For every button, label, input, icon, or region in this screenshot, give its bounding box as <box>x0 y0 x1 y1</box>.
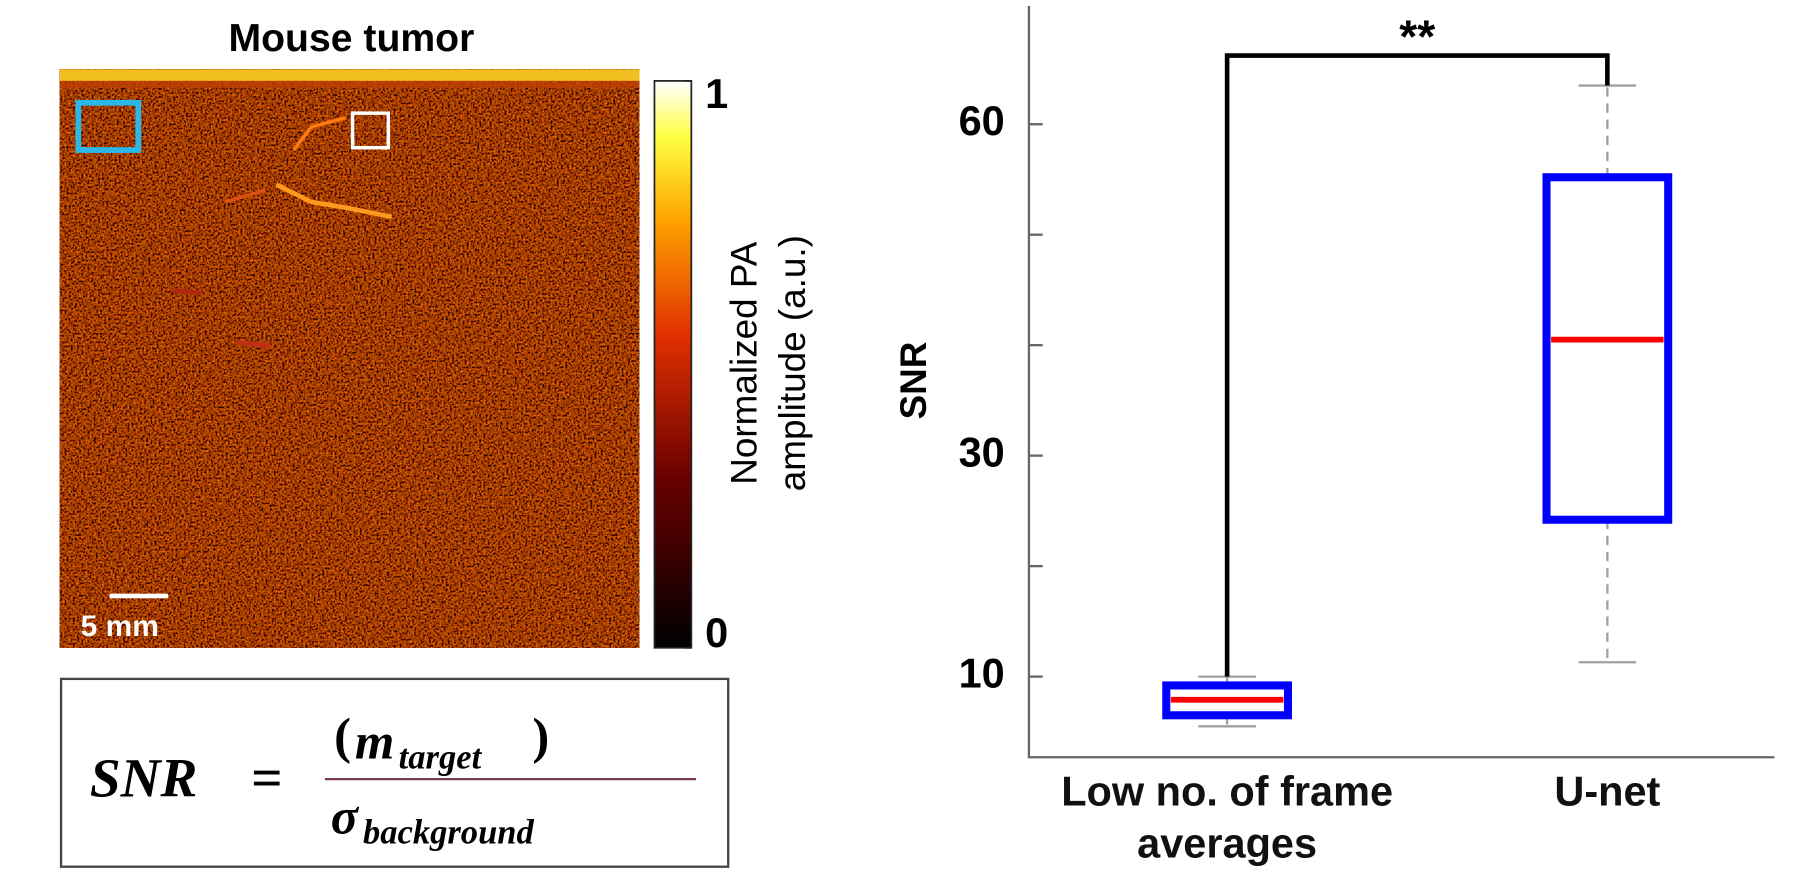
formula-close: ) <box>532 708 549 764</box>
vessel <box>172 288 202 296</box>
significance-label: ** <box>1399 11 1435 63</box>
background-roi <box>75 99 142 153</box>
colorbar-label: amplitude (a.u.) <box>772 235 813 491</box>
colorbar-gradient <box>653 80 693 649</box>
formula-numerator-sub: target <box>399 739 483 777</box>
formula: SNR = ( m target ) σ background <box>90 708 696 852</box>
x-tick-label: Low no. of frame averages <box>1061 767 1394 867</box>
colorbar-label: Normalized PA <box>723 241 764 484</box>
target-roi <box>350 111 391 150</box>
colorbar-tick-label: 1 <box>705 70 728 117</box>
vessel <box>235 340 272 349</box>
vessel <box>275 182 393 220</box>
formula-numerator: m <box>355 714 394 770</box>
colorbar <box>653 80 693 649</box>
image-noise <box>59 69 640 648</box>
y-axis-label: SNR <box>893 342 934 420</box>
y-tick-label: 60 <box>959 97 1005 144</box>
x-tick-label-box: U-net <box>1554 767 1661 815</box>
x-tick-label-box: Low no. of frame averages <box>1061 767 1394 867</box>
skin-line-glow <box>59 80 640 88</box>
formula-denominator-sub: background <box>363 814 535 852</box>
formula-lhs: SNR <box>90 747 198 808</box>
x-tick-label: U-net <box>1554 767 1661 815</box>
formula-equals: = <box>251 747 283 808</box>
significance-bracket <box>1224 53 1610 677</box>
pa-image: 5 mm <box>59 69 640 648</box>
axis-frame <box>1027 6 1775 759</box>
y-tick-label: 10 <box>959 650 1005 697</box>
y-tick-label: 30 <box>959 429 1005 476</box>
box <box>1162 681 1292 720</box>
box <box>1542 173 1673 524</box>
formula-box <box>59 677 730 868</box>
formula-denominator: σ <box>331 788 360 844</box>
scale-bar-label: 5 mm <box>81 610 159 643</box>
colorbar-tick-label: 0 <box>705 609 728 656</box>
vessel <box>224 188 266 204</box>
skin-line <box>59 69 640 81</box>
formula-open: ( <box>334 708 351 764</box>
vessel <box>292 116 347 152</box>
panel-title: Mouse tumor <box>229 17 475 60</box>
